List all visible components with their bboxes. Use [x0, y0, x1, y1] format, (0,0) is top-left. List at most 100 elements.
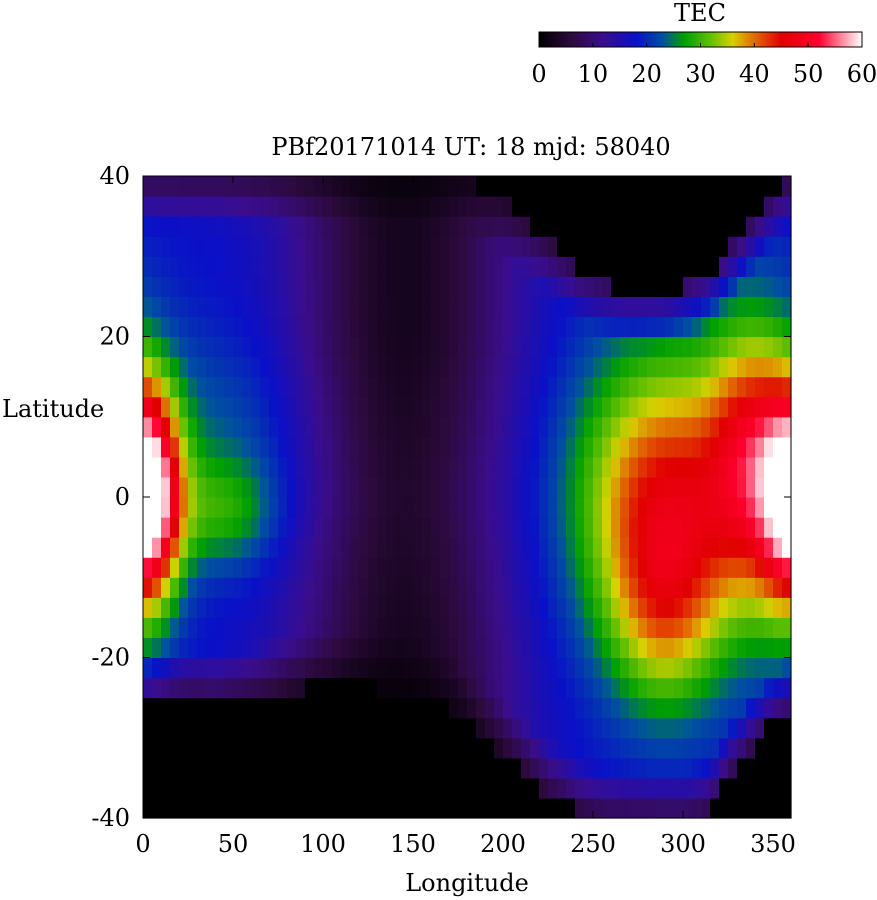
heatmap-cell: [422, 757, 432, 779]
heatmap-cell: [341, 316, 351, 338]
heatmap-cell: [260, 476, 270, 498]
heatmap-cell: [413, 557, 423, 578]
heatmap-cell: [404, 416, 414, 438]
heatmap-cell: [629, 356, 639, 378]
heatmap-cell: [476, 476, 486, 498]
heatmap-cell: [161, 276, 171, 297]
heatmap-cell: [485, 737, 495, 759]
heatmap-cell: [476, 356, 486, 378]
heatmap-cell: [161, 617, 171, 639]
colorbar-label: TEC: [674, 0, 726, 27]
heatmap-cell: [737, 396, 747, 418]
heatmap-cell: [566, 757, 576, 779]
x-axis-label: Longitude: [405, 869, 529, 897]
heatmap-cell: [422, 296, 432, 318]
heatmap-cell: [206, 577, 216, 598]
heatmap-cell: [386, 296, 396, 318]
heatmap-cell: [476, 737, 486, 759]
heatmap-cell: [215, 396, 225, 418]
heatmap-cell: [584, 456, 594, 478]
heatmap-cell: [485, 476, 495, 498]
heatmap-cell: [197, 677, 207, 699]
heatmap-cell: [422, 677, 432, 699]
heatmap-cell: [737, 777, 747, 799]
heatmap-cell: [287, 777, 297, 799]
heatmap-cell: [674, 717, 684, 739]
heatmap-cell: [566, 537, 576, 558]
heatmap-cell: [593, 637, 603, 659]
heatmap-cell: [575, 757, 585, 779]
heatmap-cell: [278, 336, 288, 358]
heatmap-cell: [701, 557, 711, 578]
heatmap-cell: [395, 296, 405, 318]
heatmap-cell: [782, 497, 792, 518]
heatmap-cell: [350, 436, 360, 458]
heatmap-cell: [674, 216, 684, 237]
heatmap-cell: [728, 296, 738, 318]
heatmap-cell: [413, 677, 423, 699]
heatmap-cell: [593, 537, 603, 558]
heatmap-cell: [422, 276, 432, 297]
heatmap-cell: [782, 236, 792, 257]
heatmap-cell: [719, 617, 729, 639]
heatmap-cell: [746, 637, 756, 659]
heatmap-cell: [233, 296, 243, 318]
heatmap-cell: [422, 436, 432, 458]
heatmap-cell: [251, 577, 261, 598]
heatmap-cell: [314, 757, 324, 779]
heatmap-cell: [305, 577, 315, 598]
heatmap-cell: [458, 316, 468, 338]
heatmap-cell: [701, 777, 711, 799]
heatmap-cell: [719, 436, 729, 458]
heatmap-cell: [755, 637, 765, 659]
heatmap-cell: [692, 497, 702, 518]
heatmap-cell: [404, 737, 414, 759]
heatmap-cell: [575, 617, 585, 639]
heatmap-cell: [197, 236, 207, 257]
heatmap-cell: [467, 557, 477, 578]
heatmap-cell: [773, 396, 783, 418]
heatmap-cell: [215, 236, 225, 257]
heatmap-cell: [161, 196, 171, 217]
heatmap-cell: [377, 777, 387, 799]
heatmap-cell: [566, 456, 576, 478]
heatmap-cell: [719, 416, 729, 438]
heatmap-cell: [566, 356, 576, 378]
heatmap-cell: [728, 356, 738, 378]
heatmap-cell: [638, 617, 648, 639]
heatmap-cell: [359, 777, 369, 799]
heatmap-cell: [368, 216, 378, 237]
heatmap-cell: [683, 797, 693, 819]
heatmap-cell: [629, 336, 639, 358]
heatmap-cell: [296, 196, 306, 217]
heatmap-cell: [746, 396, 756, 418]
heatmap-cell: [251, 537, 261, 558]
heatmap-cell: [719, 657, 729, 679]
heatmap-cell: [728, 777, 738, 799]
heatmap-cell: [620, 777, 630, 799]
heatmap-cell: [449, 497, 459, 518]
heatmap-cell: [557, 777, 567, 799]
heatmap-cell: [359, 296, 369, 318]
heatmap-cell: [494, 597, 504, 618]
heatmap-cell: [179, 577, 189, 598]
heatmap-cell: [746, 216, 756, 237]
heatmap-cell: [386, 797, 396, 819]
heatmap-cell: [485, 537, 495, 558]
heatmap-cell: [620, 617, 630, 639]
heatmap-cell: [647, 517, 657, 538]
heatmap-cell: [251, 376, 261, 398]
heatmap-cell: [332, 497, 342, 518]
heatmap-cell: [737, 276, 747, 297]
heatmap-cell: [557, 176, 567, 197]
heatmap-cell: [296, 376, 306, 398]
heatmap-cell: [719, 396, 729, 418]
heatmap-cell: [404, 476, 414, 498]
heatmap-cell: [206, 356, 216, 378]
heatmap-cell: [584, 216, 594, 237]
heatmap-cell: [701, 757, 711, 779]
heatmap-cell: [512, 436, 522, 458]
heatmap-cell: [638, 296, 648, 318]
heatmap-cell: [755, 657, 765, 679]
heatmap-cell: [404, 436, 414, 458]
